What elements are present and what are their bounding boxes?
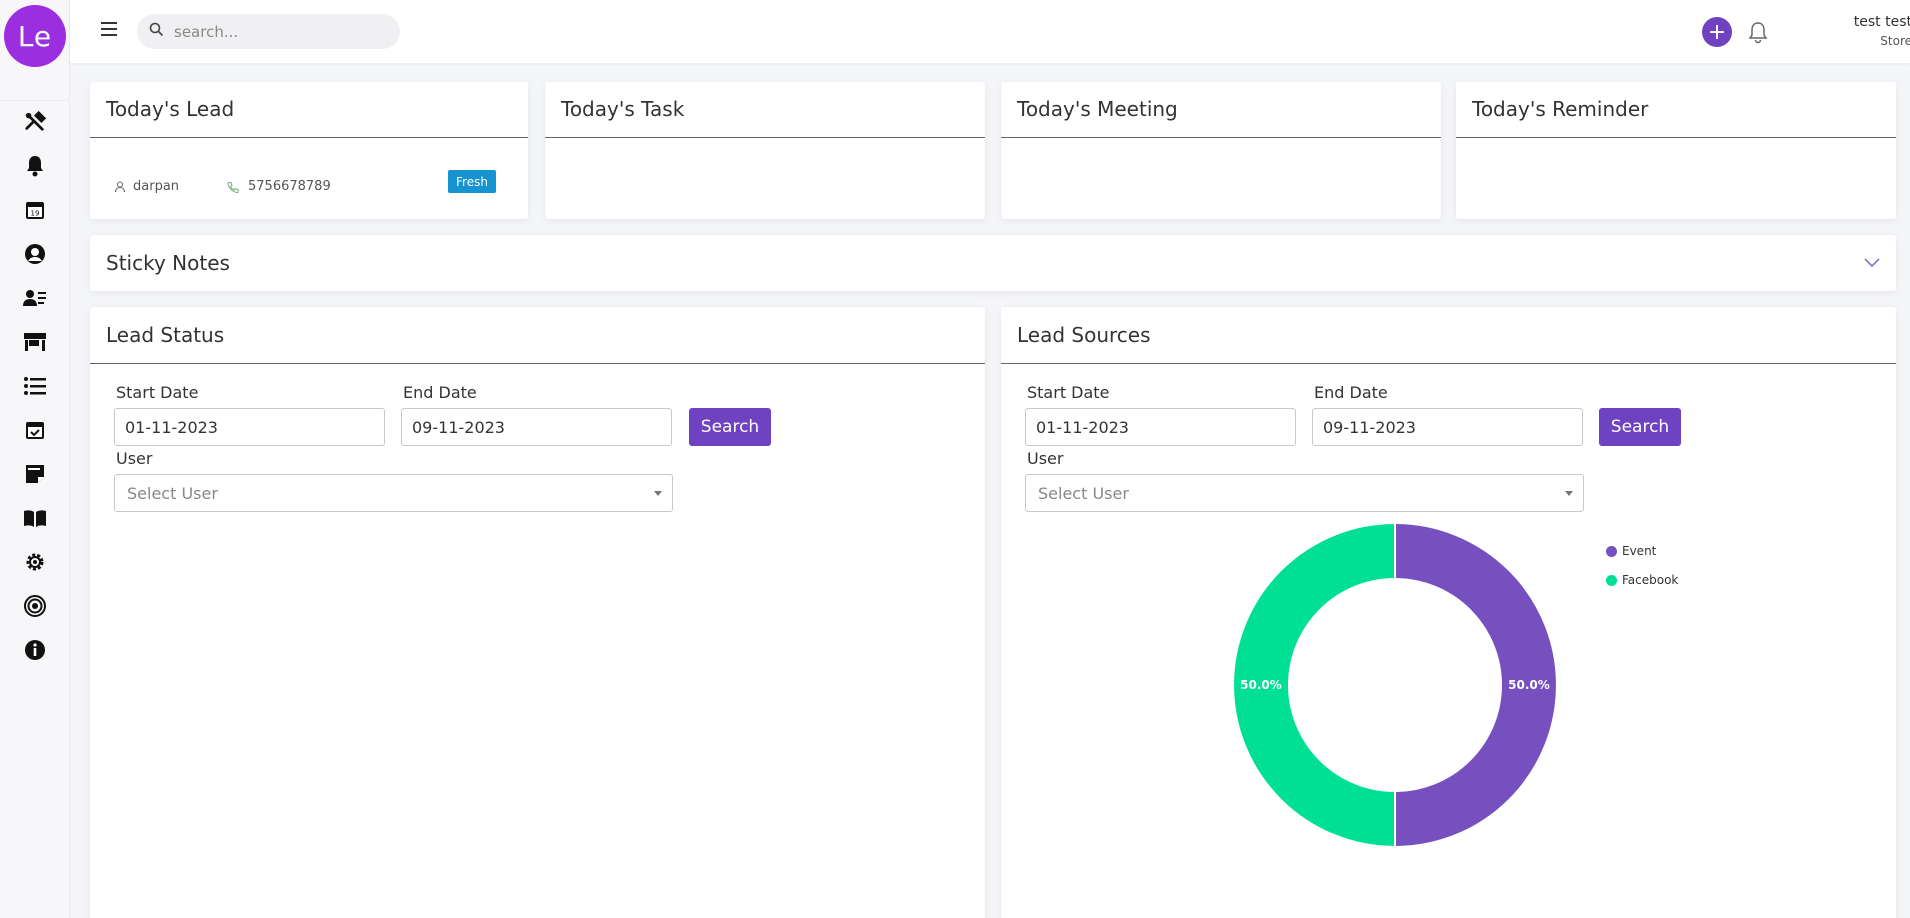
sticky-notes-panel[interactable]: Sticky Notes	[90, 235, 1896, 291]
user-select-placeholder: Select User	[127, 483, 218, 503]
user-select[interactable]: Select User	[1025, 474, 1584, 512]
card-divider	[545, 137, 985, 138]
legend-item-facebook[interactable]: Facebook	[1606, 573, 1678, 587]
caret-down-icon	[654, 491, 662, 496]
search-bar	[137, 14, 400, 49]
today-task-card: Today's Task	[545, 82, 985, 219]
store-icon[interactable]	[23, 330, 47, 354]
caret-down-icon	[1565, 491, 1573, 496]
contacts-icon[interactable]	[23, 286, 47, 310]
end-date-input[interactable]	[401, 408, 672, 446]
info-icon[interactable]	[23, 638, 47, 662]
search-input[interactable]	[174, 22, 374, 41]
person-icon	[114, 181, 126, 197]
sidebar: Le 19	[0, 0, 70, 918]
slice-label-facebook: 50.0%	[1240, 678, 1282, 692]
end-date-input[interactable]	[1312, 408, 1583, 446]
lead-status-panel: Lead Status Start Date End Date Search U…	[90, 307, 985, 918]
sticky-note-icon[interactable]	[23, 462, 47, 486]
phone-icon	[227, 181, 239, 197]
lead-sources-donut-chart: 50.0% 50.0%	[1232, 521, 1558, 849]
lead-sources-panel: Lead Sources Start Date End Date Search …	[1001, 307, 1896, 918]
panel-title: Lead Status	[106, 323, 225, 347]
calendar-check-icon[interactable]	[23, 418, 47, 442]
search-icon	[149, 22, 164, 41]
lead-phone: 5756678789	[248, 179, 331, 194]
add-button[interactable]: +	[1702, 17, 1732, 47]
lead-row[interactable]: darpan 5756678789	[90, 179, 528, 199]
search-button[interactable]: Search	[689, 408, 771, 446]
legend-dot	[1606, 545, 1617, 557]
legend-label: Facebook	[1622, 573, 1679, 587]
user-role: Store	[1880, 34, 1910, 48]
sticky-notes-title: Sticky Notes	[106, 251, 230, 275]
user-label: User	[116, 449, 153, 468]
list-icon[interactable]	[23, 374, 47, 398]
today-reminder-card: Today's Reminder	[1456, 82, 1896, 219]
legend-label: Event	[1622, 544, 1657, 558]
user-select-placeholder: Select User	[1038, 483, 1129, 503]
start-date-label: Start Date	[116, 383, 199, 402]
app-logo[interactable]: Le	[4, 5, 66, 67]
target-icon[interactable]	[23, 594, 47, 618]
start-date-input[interactable]	[114, 408, 385, 446]
panel-divider	[1001, 363, 1896, 364]
end-date-label: End Date	[403, 383, 477, 402]
today-meeting-card: Today's Meeting	[1001, 82, 1441, 219]
tools-icon[interactable]	[23, 110, 47, 134]
bell-icon[interactable]	[23, 154, 47, 178]
user-select[interactable]: Select User	[114, 474, 673, 512]
legend-item-event[interactable]: Event	[1606, 544, 1656, 558]
svg-text:19: 19	[31, 210, 40, 218]
book-icon[interactable]	[23, 506, 47, 530]
card-title: Today's Reminder	[1472, 97, 1649, 121]
settings-icon[interactable]	[23, 550, 47, 574]
hamburger-icon[interactable]	[100, 21, 120, 41]
card-divider	[1001, 137, 1441, 138]
donut-slice-event[interactable]	[1394, 521, 1558, 849]
topbar: + test test Store	[70, 0, 1910, 63]
notification-bell-icon[interactable]	[1747, 20, 1769, 44]
calendar-icon[interactable]: 19	[23, 198, 47, 222]
slice-label-event: 50.0%	[1508, 678, 1550, 692]
search-button[interactable]: Search	[1599, 408, 1681, 446]
start-date-label: Start Date	[1027, 383, 1110, 402]
panel-divider	[90, 363, 985, 364]
card-divider	[1456, 137, 1896, 138]
card-title: Today's Lead	[106, 97, 235, 121]
panel-title: Lead Sources	[1017, 323, 1151, 347]
user-label: User	[1027, 449, 1064, 468]
card-divider	[90, 137, 528, 138]
end-date-label: End Date	[1314, 383, 1388, 402]
user-name[interactable]: test test	[1853, 14, 1910, 30]
chevron-down-icon[interactable]	[1864, 253, 1880, 268]
status-badge: Fresh	[448, 170, 496, 193]
legend-dot	[1606, 574, 1617, 586]
start-date-input[interactable]	[1025, 408, 1296, 446]
today-lead-card: Today's Lead darpan 5756678789 Fresh	[90, 82, 528, 219]
card-title: Today's Task	[561, 97, 685, 121]
donut-slice-facebook[interactable]	[1232, 521, 1396, 849]
card-title: Today's Meeting	[1017, 97, 1178, 121]
lead-name: darpan	[133, 179, 180, 194]
user-circle-icon[interactable]	[23, 242, 47, 266]
sidebar-divider	[0, 100, 70, 101]
